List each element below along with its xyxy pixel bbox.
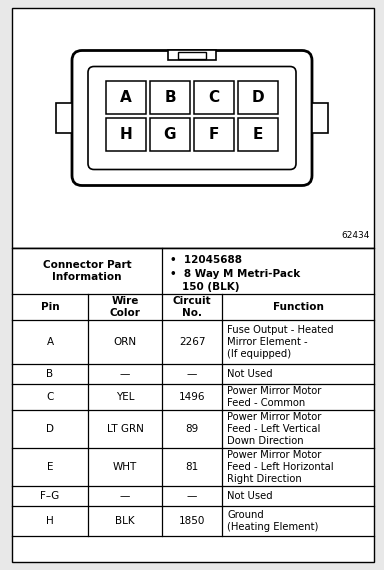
- Text: •  12045688: • 12045688: [170, 255, 242, 265]
- Text: H: H: [46, 516, 54, 526]
- Bar: [194, 81, 234, 114]
- Bar: [178, 51, 206, 59]
- Text: 1496: 1496: [179, 392, 205, 402]
- Bar: [150, 81, 190, 114]
- Text: B: B: [164, 90, 176, 105]
- Text: Ground
(Heating Element): Ground (Heating Element): [227, 510, 318, 532]
- Bar: [106, 118, 146, 151]
- Text: C: C: [46, 392, 54, 402]
- Text: B: B: [46, 369, 53, 379]
- Text: BLK: BLK: [115, 516, 135, 526]
- Text: 62434: 62434: [342, 231, 370, 240]
- Bar: [194, 118, 234, 151]
- Text: Connector Part
Information: Connector Part Information: [43, 260, 131, 282]
- Bar: [56, 103, 72, 133]
- Bar: [238, 118, 278, 151]
- Bar: [12, 8, 374, 248]
- Text: Power Mirror Motor
Feed - Common: Power Mirror Motor Feed - Common: [227, 386, 321, 408]
- Text: LT GRN: LT GRN: [107, 424, 144, 434]
- Text: Pin: Pin: [41, 302, 59, 312]
- Text: D: D: [252, 90, 264, 105]
- Text: —: —: [120, 369, 130, 379]
- Text: C: C: [209, 90, 220, 105]
- Text: 150 (BLK): 150 (BLK): [182, 282, 240, 292]
- Text: Power Mirror Motor
Feed - Left Vertical
Down Direction: Power Mirror Motor Feed - Left Vertical …: [227, 413, 321, 446]
- Text: A: A: [46, 337, 53, 347]
- FancyBboxPatch shape: [88, 67, 296, 169]
- Text: D: D: [46, 424, 54, 434]
- Text: YEL: YEL: [116, 392, 134, 402]
- Text: —: —: [187, 369, 197, 379]
- Text: F: F: [209, 127, 219, 142]
- Text: Fuse Output - Heated
Mirror Element -
(If equipped): Fuse Output - Heated Mirror Element - (I…: [227, 325, 334, 359]
- Text: 1850: 1850: [179, 516, 205, 526]
- Text: G: G: [164, 127, 176, 142]
- Text: Circuit
No.: Circuit No.: [173, 296, 211, 318]
- Text: —: —: [187, 491, 197, 501]
- Text: 2267: 2267: [179, 337, 205, 347]
- Text: A: A: [120, 90, 132, 105]
- Text: ORN: ORN: [113, 337, 137, 347]
- Text: 81: 81: [185, 462, 199, 472]
- Bar: [12, 248, 374, 562]
- Text: 89: 89: [185, 424, 199, 434]
- Text: E: E: [47, 462, 53, 472]
- Text: Not Used: Not Used: [227, 369, 273, 379]
- Text: Not Used: Not Used: [227, 491, 273, 501]
- Text: Wire
Color: Wire Color: [109, 296, 141, 318]
- Bar: [312, 103, 328, 133]
- FancyBboxPatch shape: [72, 51, 312, 185]
- Text: H: H: [120, 127, 132, 142]
- Text: Power Mirror Motor
Feed - Left Horizontal
Right Direction: Power Mirror Motor Feed - Left Horizonta…: [227, 450, 334, 483]
- Text: •  8 Way M Metri-Pack: • 8 Way M Metri-Pack: [170, 269, 300, 279]
- Text: Function: Function: [273, 302, 323, 312]
- Bar: [150, 118, 190, 151]
- Bar: [106, 81, 146, 114]
- Text: WHT: WHT: [113, 462, 137, 472]
- Text: E: E: [253, 127, 263, 142]
- Text: —: —: [120, 491, 130, 501]
- Bar: [168, 50, 216, 59]
- Bar: [238, 81, 278, 114]
- Text: F–G: F–G: [40, 491, 60, 501]
